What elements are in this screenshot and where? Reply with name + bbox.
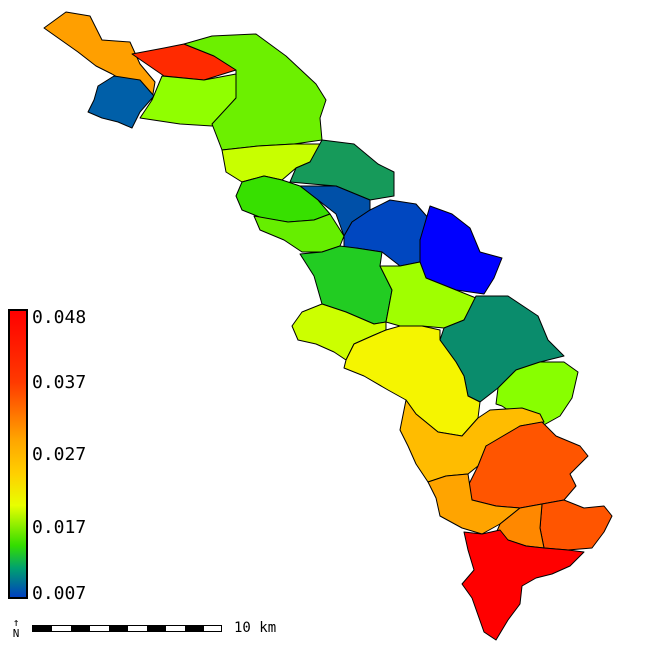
scale-bar [32, 625, 222, 632]
region-r5 [183, 33, 327, 151]
legend-tick-3: 0.027 [32, 444, 87, 465]
scale-label: 10 km [234, 620, 277, 636]
region-r16 [439, 295, 565, 403]
region-r24 [461, 529, 585, 641]
legend-tick-2: 0.037 [32, 372, 87, 393]
scale-segment [71, 626, 90, 631]
color-scale-bar [8, 309, 28, 599]
scale-segment [185, 626, 204, 631]
scale-segment [109, 626, 128, 631]
north-label: N [12, 627, 20, 640]
legend-tick-max: 0.048 [32, 307, 87, 328]
north-arrow-icon: ↑ N [9, 617, 23, 639]
region-r17 [343, 325, 481, 437]
north-arrow-glyph: ↑ [12, 616, 20, 629]
region-r3 [87, 75, 155, 129]
legend-tick-4: 0.017 [32, 517, 87, 538]
region-r22 [539, 499, 613, 551]
legend-tick-min: 0.007 [32, 583, 87, 604]
scale-segment [33, 626, 52, 631]
scale-segment [147, 626, 166, 631]
region-r12 [419, 205, 503, 295]
